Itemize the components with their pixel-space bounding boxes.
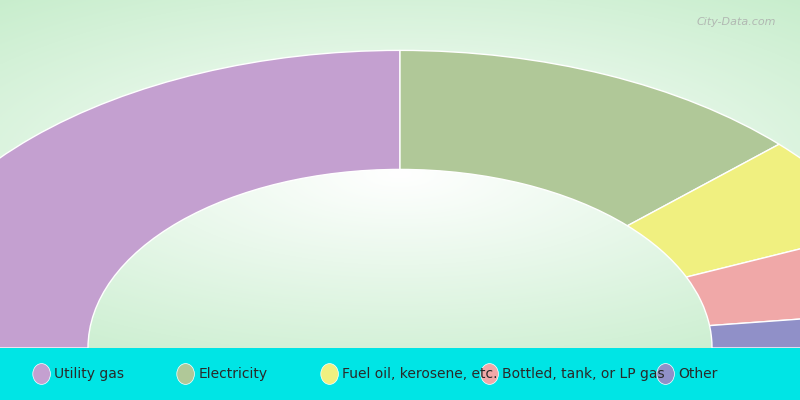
Text: Bottled, tank, or LP gas: Bottled, tank, or LP gas [502,367,665,381]
Ellipse shape [481,364,498,384]
Wedge shape [627,144,800,277]
Text: Other: Other [678,367,718,381]
Text: City-Data.com: City-Data.com [697,18,776,28]
Wedge shape [0,50,400,348]
Wedge shape [710,311,800,348]
Ellipse shape [177,364,194,384]
Wedge shape [400,50,779,226]
Ellipse shape [657,364,674,384]
Wedge shape [686,230,800,326]
Text: Fuel oil, kerosene, etc.: Fuel oil, kerosene, etc. [342,367,498,381]
Text: Utility gas: Utility gas [54,367,125,381]
Ellipse shape [321,364,338,384]
Text: Electricity: Electricity [198,367,267,381]
Ellipse shape [33,364,50,384]
